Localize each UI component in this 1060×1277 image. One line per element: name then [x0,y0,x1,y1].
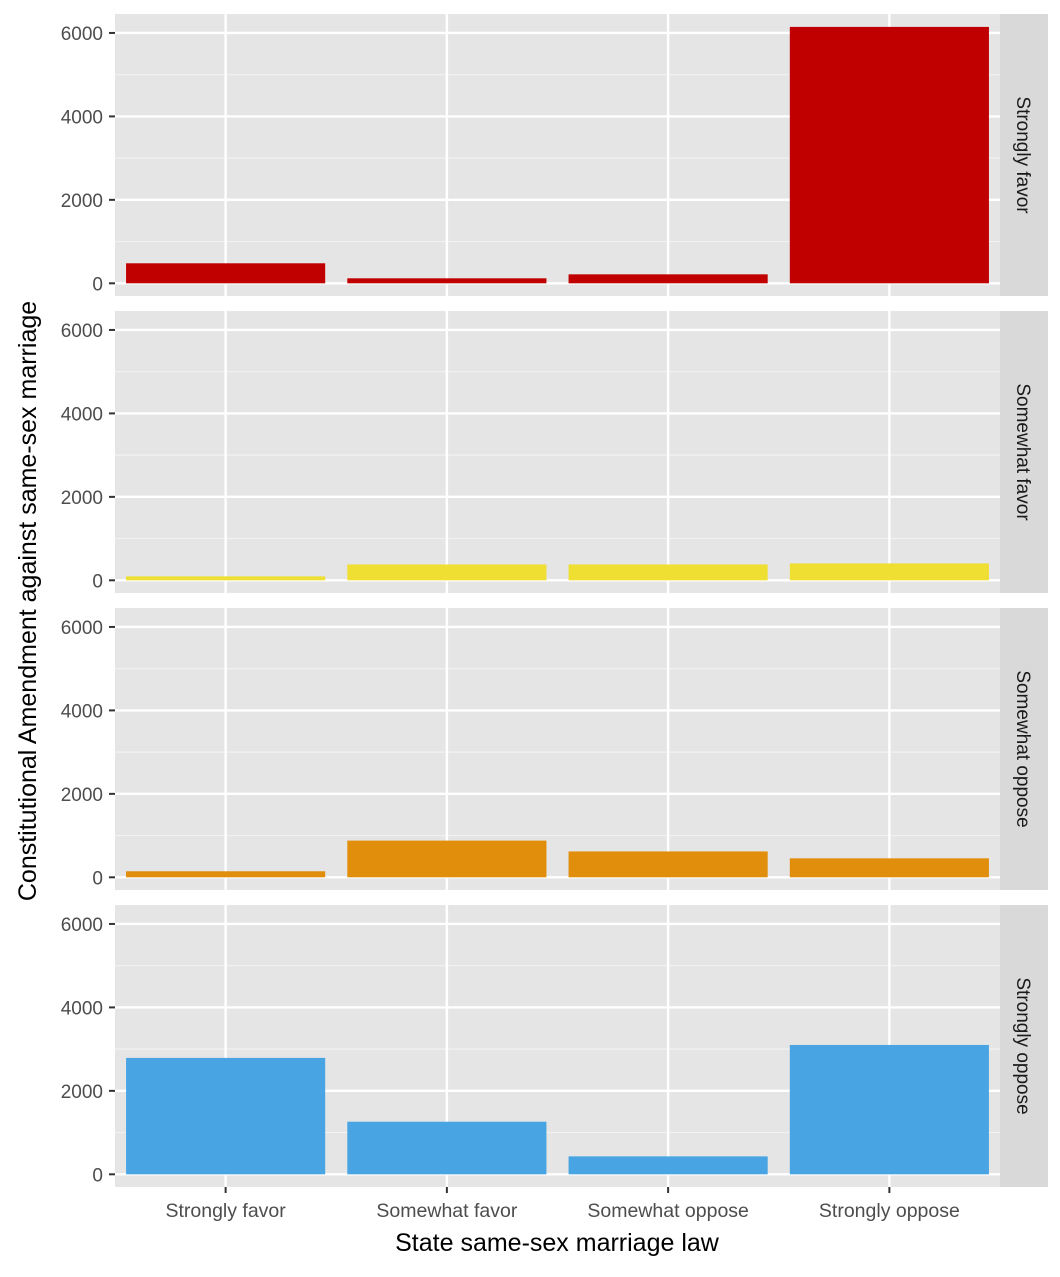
x-tick-label: Somewhat oppose [587,1200,749,1222]
facet-strip [1000,905,1048,1187]
bar [347,1121,547,1175]
panel-background [115,608,1000,890]
bar [789,563,989,581]
bar [347,564,547,581]
y-tick-label: 4000 [61,701,103,722]
y-axis-title: Constitutional Amendment against same-se… [14,301,42,901]
bar [789,1044,989,1175]
bar [789,26,989,284]
y-tick-label: 2000 [61,191,103,212]
bar [126,871,326,878]
facet-strip [1000,14,1048,296]
y-tick-label: 4000 [61,998,103,1019]
y-tick-label: 6000 [61,24,103,45]
facet-label: Somewhat oppose [1012,670,1033,827]
y-tick-label: 2000 [61,1082,103,1103]
facet-label: Somewhat favor [1012,383,1033,521]
bar [126,576,326,581]
y-tick-label: 0 [92,868,103,889]
y-tick-label: 2000 [61,488,103,509]
y-tick-label: 4000 [61,404,103,425]
y-tick-label: 2000 [61,785,103,806]
y-tick-label: 0 [92,274,103,295]
bar [568,851,768,878]
bar [789,858,989,878]
bar [126,263,326,284]
y-tick-label: 6000 [61,915,103,936]
x-tick-label: Somewhat favor [376,1200,517,1222]
y-tick-label: 6000 [61,321,103,342]
x-tick-label: Strongly oppose [819,1200,960,1222]
bar [347,278,547,284]
facet-label: Strongly favor [1012,96,1033,214]
y-tick-label: 0 [92,571,103,592]
panel-background [115,311,1000,593]
x-tick-label: Strongly favor [165,1200,286,1222]
facet-strip [1000,608,1048,890]
facet-label: Strongly oppose [1012,977,1033,1114]
y-tick-label: 6000 [61,618,103,639]
bar [347,840,547,878]
bar [126,1057,326,1175]
y-tick-label: 0 [92,1165,103,1186]
x-axis-title: State same-sex marriage law [395,1229,720,1257]
facet-strip [1000,311,1048,593]
bar [568,564,768,581]
bar [568,1156,768,1175]
y-tick-label: 4000 [61,107,103,128]
bar [568,274,768,284]
